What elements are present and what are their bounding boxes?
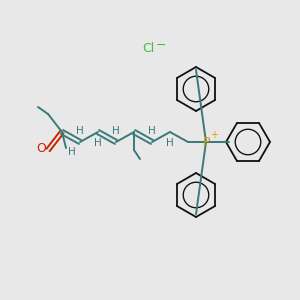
Text: H: H <box>148 126 156 136</box>
Text: H: H <box>166 138 174 148</box>
Text: P: P <box>203 136 211 148</box>
Text: −: − <box>156 38 166 52</box>
Text: H: H <box>76 126 84 136</box>
Text: +: + <box>210 130 218 140</box>
Text: O: O <box>36 142 46 155</box>
Text: Cl: Cl <box>142 41 154 55</box>
Text: H: H <box>94 138 102 148</box>
Text: H: H <box>112 126 120 136</box>
Text: H: H <box>68 147 76 157</box>
